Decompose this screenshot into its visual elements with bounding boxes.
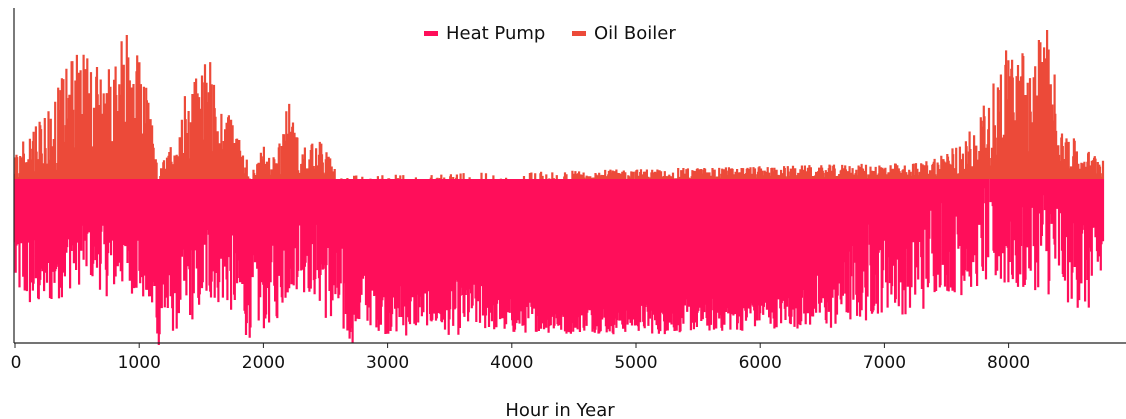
x-tick-label: 5000 <box>614 353 657 373</box>
x-tick-label: 0 <box>11 353 22 373</box>
x-tick-label: 3000 <box>366 353 409 373</box>
series-area-oil-boiler <box>13 30 1105 179</box>
x-tick-labels: 0 1000 2000 3000 4000 5000 6000 7000 8000 <box>11 343 1030 373</box>
series-area-heat-pump <box>13 179 1105 345</box>
x-tick-label: 8000 <box>987 353 1030 373</box>
legend-label: Heat Pump <box>446 23 545 44</box>
x-tick-label: 2000 <box>242 353 285 373</box>
x-axis-label: Hour in Year <box>505 400 615 419</box>
series-heat-pump <box>13 179 1105 345</box>
series-oil-boiler <box>13 30 1105 179</box>
legend-swatch <box>424 31 438 36</box>
x-tick-label: 4000 <box>490 353 533 373</box>
legend-label: Oil Boiler <box>594 23 676 44</box>
legend: Heat Pump Oil Boiler <box>424 23 676 44</box>
plot-area <box>13 30 1105 345</box>
x-tick-label: 7000 <box>863 353 906 373</box>
legend-swatch <box>572 31 586 36</box>
x-tick-label: 1000 <box>118 353 161 373</box>
x-tick-label: 6000 <box>739 353 782 373</box>
